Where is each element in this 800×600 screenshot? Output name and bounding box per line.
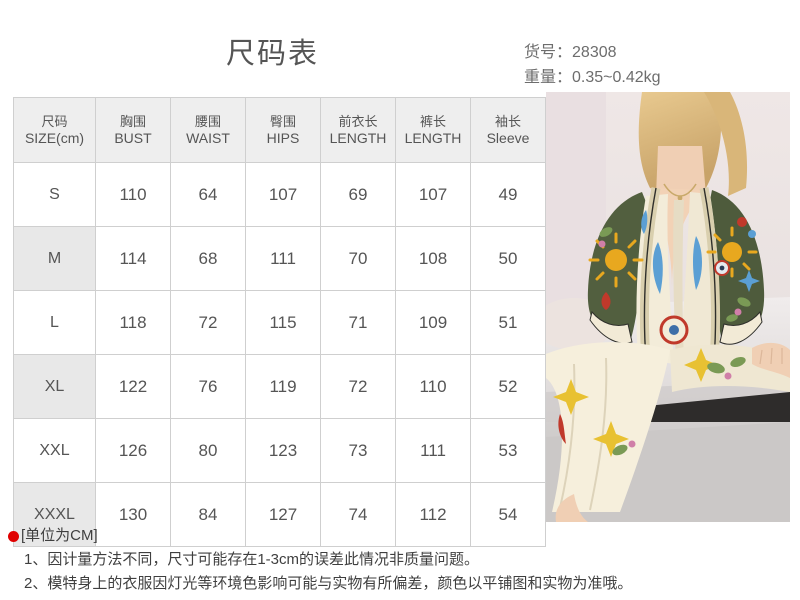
- column-header-front-length-cn: 前衣长: [338, 114, 378, 129]
- note-line-1: 1、因计量方法不同，尺寸可能存在1-3cm的误差此情况非质量问题。: [24, 551, 480, 568]
- column-header-pants-length-cn: 裤长: [419, 114, 446, 129]
- cell-waist: 64: [170, 162, 246, 227]
- cell-waist: 80: [170, 418, 246, 483]
- table-row: XXXL 130 84 127 74 112 54: [13, 482, 546, 547]
- cell-bust: 118: [95, 290, 171, 355]
- table-row: XL 122 76 119 72 110 52: [13, 354, 546, 419]
- cell-pants-length: 111: [395, 418, 471, 483]
- cell-front-length: 72: [320, 354, 396, 419]
- page-title: 尺码表: [225, 38, 319, 70]
- column-header-size: 尺码 SIZE(cm): [13, 97, 96, 163]
- column-header-size-cn: 尺码: [41, 114, 68, 129]
- product-code-label: 货号：: [524, 44, 573, 61]
- model-wearing-pajama-set-illustration: [546, 92, 790, 522]
- note-line-2: 2、模特身上的衣服因灯光等环境色影响可能与实物有所偏差，颜色以平铺图和实物为准哦…: [24, 575, 633, 592]
- column-header-waist-en: WAIST: [186, 130, 230, 146]
- cell-sleeve: 49: [470, 162, 546, 227]
- cell-bust: 130: [95, 482, 171, 547]
- column-header-hips-en: HIPS: [266, 130, 300, 146]
- cell-bust: 114: [95, 226, 171, 291]
- cell-hips: 127: [245, 482, 321, 547]
- cell-hips: 119: [245, 354, 321, 419]
- product-weight-label: 重量：: [524, 69, 573, 86]
- unit-note-text: [单位为CM]: [21, 527, 98, 544]
- product-code-row: 货号：28308: [524, 40, 800, 65]
- cell-sleeve: 54: [470, 482, 546, 547]
- cell-size: L: [13, 290, 96, 355]
- table-row: XXL 126 80 123 73 111 53: [13, 418, 546, 483]
- column-header-hips-cn: 臀围: [269, 114, 296, 129]
- column-header-hips: 臀围 HIPS: [245, 97, 321, 163]
- cell-bust: 122: [95, 354, 171, 419]
- table-header-row: 尺码 SIZE(cm) 胸围 BUST 腰围 WAIST 臀围 HIPS 前衣长…: [13, 97, 546, 163]
- red-bullet-icon: [8, 530, 19, 542]
- size-chart-table: 尺码 SIZE(cm) 胸围 BUST 腰围 WAIST 臀围 HIPS 前衣长…: [13, 97, 546, 547]
- column-header-bust-en: BUST: [114, 130, 152, 146]
- cell-hips: 107: [245, 162, 321, 227]
- product-weight-value: 0.35~0.42kg: [572, 69, 661, 86]
- column-header-front-length: 前衣长 LENGTH: [320, 97, 396, 163]
- column-header-sleeve: 袖长 Sleeve: [470, 97, 546, 163]
- footer-notes: [单位为CM] 1、因计量方法不同，尺寸可能存在1-3cm的误差此情况非质量问题…: [8, 524, 798, 596]
- column-header-waist: 腰围 WAIST: [170, 97, 246, 163]
- product-photo: [546, 92, 790, 522]
- cell-front-length: 70: [320, 226, 396, 291]
- column-header-front-length-en: LENGTH: [329, 130, 387, 146]
- cell-front-length: 71: [320, 290, 396, 355]
- cell-waist: 68: [170, 226, 246, 291]
- cell-sleeve: 50: [470, 226, 546, 291]
- column-header-bust-cn: 胸围: [119, 114, 146, 129]
- cell-front-length: 74: [320, 482, 396, 547]
- cell-size: XL: [13, 354, 96, 419]
- product-weight-row: 重量：0.35~0.42kg: [524, 65, 800, 90]
- cell-pants-length: 112: [395, 482, 471, 547]
- cell-front-length: 73: [320, 418, 396, 483]
- cell-size: M: [13, 226, 96, 291]
- table-row: S 110 64 107 69 107 49: [13, 162, 546, 227]
- cell-pants-length: 108: [395, 226, 471, 291]
- column-header-size-en: SIZE(cm): [24, 130, 85, 146]
- cell-waist: 72: [170, 290, 246, 355]
- column-header-pants-length: 裤长 LENGTH: [395, 97, 471, 163]
- cell-sleeve: 53: [470, 418, 546, 483]
- column-header-bust: 胸围 BUST: [95, 97, 171, 163]
- cell-hips: 123: [245, 418, 321, 483]
- cell-bust: 126: [95, 418, 171, 483]
- cell-sleeve: 52: [470, 354, 546, 419]
- cell-bust: 110: [95, 162, 171, 227]
- table-row: L 118 72 115 71 109 51: [13, 290, 546, 355]
- cell-hips: 111: [245, 226, 321, 291]
- product-code-value: 28308: [572, 44, 617, 61]
- cell-front-length: 69: [320, 162, 396, 227]
- cell-pants-length: 107: [395, 162, 471, 227]
- cell-waist: 84: [170, 482, 246, 547]
- cell-size: XXXL: [13, 482, 96, 547]
- product-meta: 货号：28308 重量：0.35~0.42kg: [524, 40, 800, 90]
- unit-note-row: [单位为CM]: [8, 524, 798, 548]
- column-header-sleeve-en: Sleeve: [486, 130, 530, 146]
- cell-hips: 115: [245, 290, 321, 355]
- cell-pants-length: 109: [395, 290, 471, 355]
- cell-waist: 76: [170, 354, 246, 419]
- table-row: M 114 68 111 70 108 50: [13, 226, 546, 291]
- cell-sleeve: 51: [470, 290, 546, 355]
- column-header-pants-length-en: LENGTH: [404, 130, 462, 146]
- column-header-waist-cn: 腰围: [194, 114, 221, 129]
- cell-pants-length: 110: [395, 354, 471, 419]
- column-header-sleeve-cn: 袖长: [494, 114, 521, 129]
- cell-size: S: [13, 162, 96, 227]
- cell-size: XXL: [13, 418, 96, 483]
